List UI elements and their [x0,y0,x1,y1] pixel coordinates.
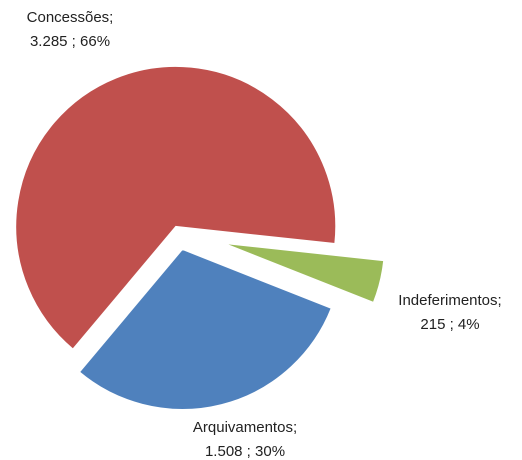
pie-slice [78,248,332,410]
pie-slice [224,243,385,304]
slice-label-name: Arquivamentos; [193,419,297,436]
slice-label-name: Indeferimentos; [398,292,501,309]
slice-label-value: 215 ; 4% [420,316,479,333]
slice-label-name: Concessões; [27,9,114,26]
slice-label-value: 1.508 ; 30% [205,443,285,460]
slice-label-value: 3.285 ; 66% [30,33,110,50]
pie-slice [15,65,337,350]
